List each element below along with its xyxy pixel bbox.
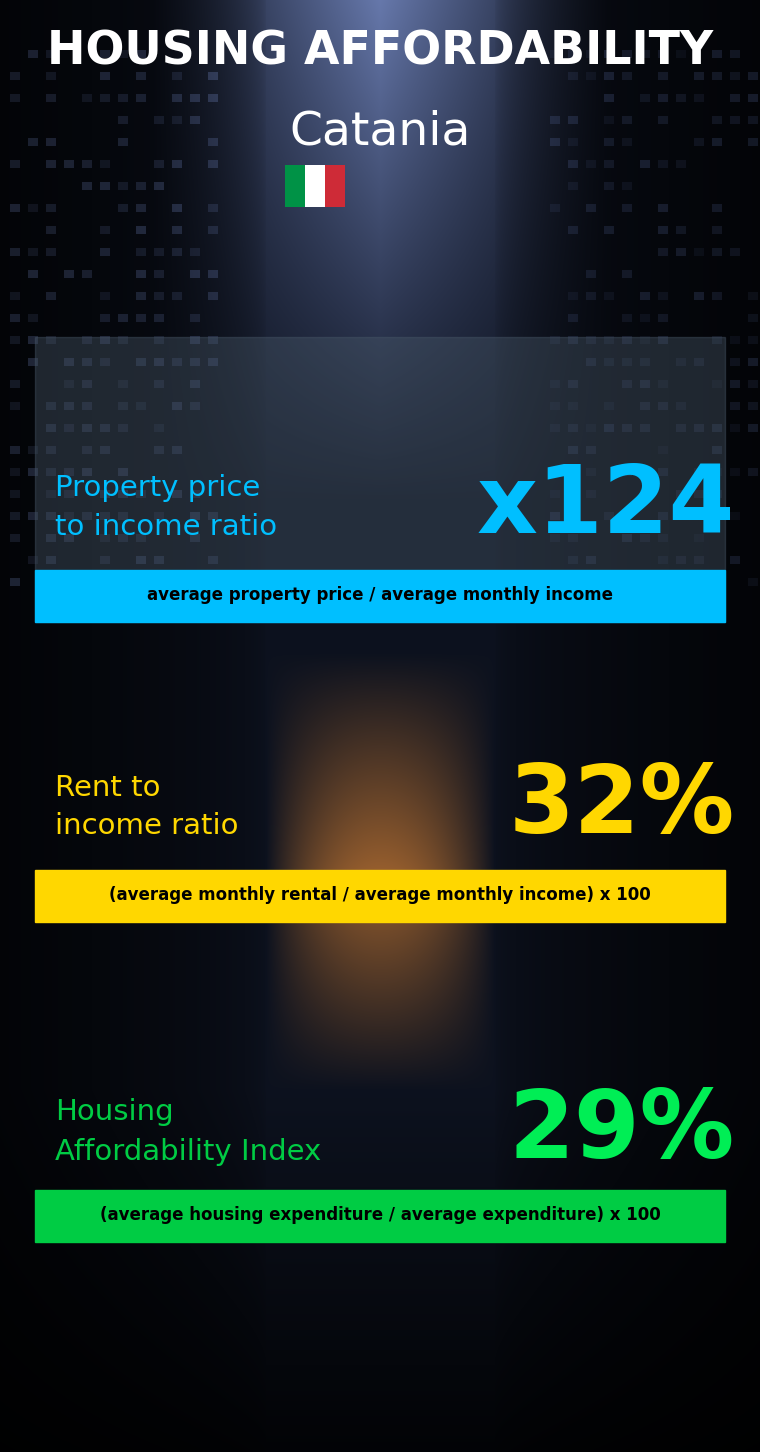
Text: Housing
Affordability Index: Housing Affordability Index — [55, 1099, 321, 1166]
Bar — [35, 571, 725, 621]
Bar — [35, 870, 725, 922]
Text: (average housing expenditure / average expenditure) x 100: (average housing expenditure / average e… — [100, 1207, 660, 1224]
Bar — [285, 166, 305, 208]
Text: Property price
to income ratio: Property price to income ratio — [55, 473, 277, 540]
Text: x124: x124 — [477, 460, 735, 553]
Bar — [325, 166, 345, 208]
Bar — [305, 166, 325, 208]
FancyBboxPatch shape — [35, 337, 725, 621]
Text: Catania: Catania — [290, 109, 470, 154]
Bar — [35, 1191, 725, 1241]
Text: 29%: 29% — [508, 1086, 735, 1178]
Text: HOUSING AFFORDABILITY: HOUSING AFFORDABILITY — [47, 29, 713, 74]
Text: 32%: 32% — [508, 761, 735, 852]
Text: (average monthly rental / average monthly income) x 100: (average monthly rental / average monthl… — [109, 886, 651, 905]
Text: Rent to
income ratio: Rent to income ratio — [55, 774, 239, 841]
Text: average property price / average monthly income: average property price / average monthly… — [147, 587, 613, 604]
